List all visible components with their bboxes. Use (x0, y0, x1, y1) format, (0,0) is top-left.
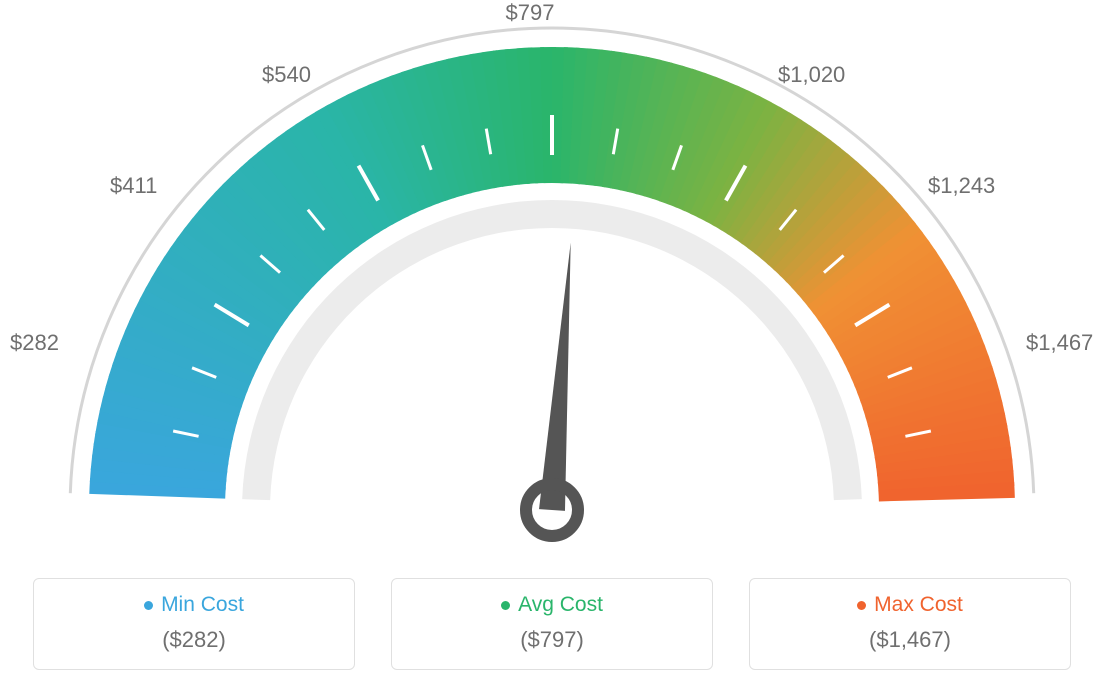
legend-row: Min Cost ($282) Avg Cost ($797) Max Cost… (0, 578, 1104, 670)
scale-label: $797 (506, 0, 555, 26)
legend-max-value: ($1,467) (760, 627, 1060, 653)
scale-label: $1,020 (778, 62, 845, 88)
legend-dot-avg (501, 601, 510, 610)
legend-dot-min (144, 601, 153, 610)
gauge-svg (0, 0, 1104, 560)
legend-min-label: Min Cost (161, 593, 244, 617)
legend-min: Min Cost ($282) (33, 578, 355, 670)
legend-max-label: Max Cost (874, 593, 963, 617)
legend-avg-label: Avg Cost (518, 593, 603, 617)
legend-avg: Avg Cost ($797) (391, 578, 713, 670)
scale-label: $1,243 (928, 173, 995, 199)
needle (539, 243, 571, 511)
scale-label: $282 (10, 330, 59, 356)
scale-label: $1,467 (1026, 330, 1093, 356)
legend-avg-value: ($797) (402, 627, 702, 653)
legend-dot-max (857, 601, 866, 610)
scale-label: $411 (110, 173, 157, 199)
cost-gauge: $282 $411 $540 $797 $1,020 $1,243 $1,467 (0, 0, 1104, 560)
legend-max: Max Cost ($1,467) (749, 578, 1071, 670)
legend-min-value: ($282) (44, 627, 344, 653)
scale-label: $540 (262, 62, 311, 88)
